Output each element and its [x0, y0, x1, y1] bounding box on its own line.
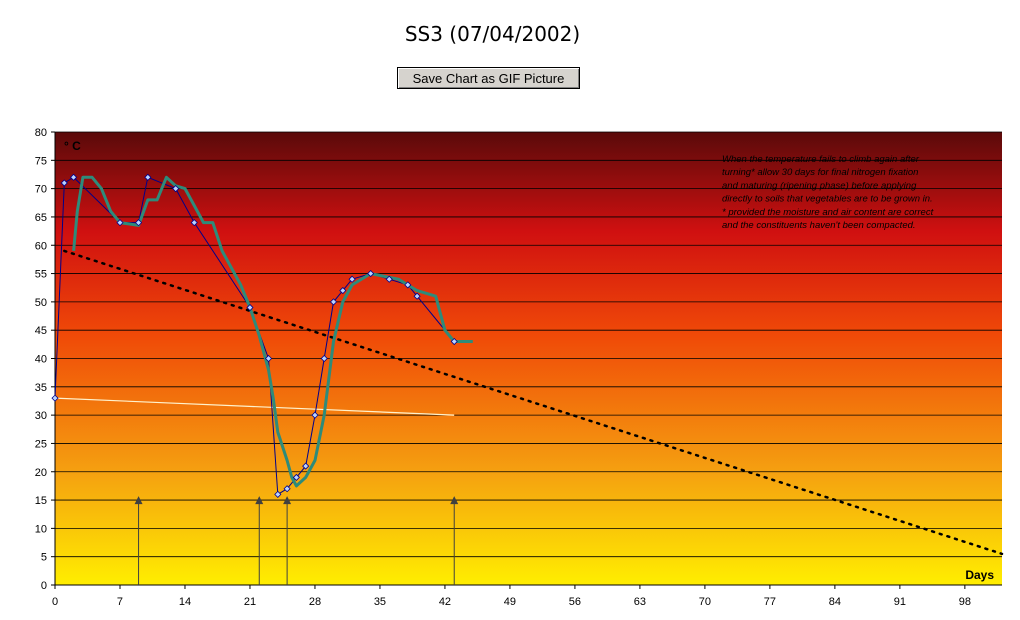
y-tick-label: 25 — [35, 438, 47, 450]
x-tick-label: 7 — [117, 596, 123, 608]
save-chart-button[interactable]: Save Chart as GIF Picture — [397, 67, 580, 89]
y-tick-label: 30 — [35, 410, 47, 422]
x-tick-label: 91 — [894, 596, 906, 608]
turning-marker-arrow — [283, 496, 292, 505]
annotation-line: directly to soils that vegetables are to… — [722, 194, 933, 205]
data-point — [320, 354, 328, 363]
turning-marker-arrow — [134, 496, 143, 505]
y-tick-label: 75 — [35, 155, 47, 167]
x-tick-label: 49 — [504, 596, 516, 608]
data-point — [292, 473, 300, 481]
x-tick-label: 63 — [634, 596, 646, 608]
y-tick-label: 60 — [35, 240, 47, 252]
axes: 0 5 10 15 20 25 30 35 40 45 50 55 60 65 70 75 80 0 7 14 21 28… — [35, 127, 1002, 608]
y-tick-label: 40 — [35, 354, 47, 366]
y-tick-label: 0 — [41, 580, 47, 592]
data-point — [283, 485, 291, 493]
x-axis-label: Days — [965, 568, 994, 582]
turning-marker-arrow — [255, 496, 264, 505]
data-point — [246, 303, 254, 312]
x-tick-label: 35 — [374, 596, 386, 608]
turning-markers — [134, 496, 459, 585]
annotation-line: and the constituents haven't been compac… — [722, 220, 916, 231]
y-tick-label: 20 — [35, 467, 47, 479]
turning-marker-arrow — [450, 496, 459, 505]
data-point — [450, 337, 458, 346]
data-point — [172, 185, 180, 193]
y-tick-label: 5 — [41, 552, 47, 564]
data-point — [51, 394, 59, 402]
x-tick-label: 0 — [52, 596, 58, 608]
y-tick-label: 35 — [35, 382, 47, 394]
data-point — [367, 269, 375, 278]
x-tick-label: 28 — [309, 596, 321, 608]
annotation-note: When the temperature fails to climb agai… — [722, 154, 934, 231]
x-tick-label: 70 — [699, 596, 711, 608]
data-point — [311, 411, 319, 419]
data-point — [144, 173, 152, 181]
y-tick-label: 80 — [35, 127, 47, 139]
y-tick-label: 55 — [35, 269, 47, 281]
y-tick-label: 45 — [35, 325, 47, 337]
data-point — [60, 179, 68, 187]
annotation-line: * provided the moisture and air content … — [722, 207, 934, 218]
data-point — [190, 219, 198, 227]
x-tick-label: 14 — [179, 596, 191, 608]
data-point — [404, 281, 412, 289]
x-tick-label: 42 — [439, 596, 451, 608]
data-point — [70, 173, 78, 181]
data-point — [385, 275, 393, 283]
chart-title: SS3 (07/04/2002) — [404, 22, 581, 46]
data-point — [339, 286, 347, 295]
x-tick-label: 21 — [244, 596, 256, 608]
y-tick-label: 50 — [35, 297, 47, 309]
data-point — [134, 219, 143, 227]
y-axis-label: ° C — [64, 139, 81, 153]
y-tick-label: 65 — [35, 212, 47, 224]
x-tick-label: 98 — [959, 596, 971, 608]
annotation-line: turning* allow 30 days for final nitroge… — [722, 167, 918, 178]
data-point — [264, 354, 273, 363]
x-tick-label: 77 — [764, 596, 776, 608]
annotation-line: and maturing (ripening phase) before app… — [722, 180, 917, 191]
data-point — [348, 275, 356, 283]
y-tick-label: 15 — [35, 495, 47, 507]
data-point — [274, 490, 282, 498]
series-line — [72, 175, 473, 488]
annotation-line: When the temperature fails to climb agai… — [722, 154, 920, 165]
data-point — [116, 219, 124, 227]
x-tick-label: 84 — [829, 596, 841, 608]
series-layer — [51, 173, 1004, 556]
data-point — [329, 298, 338, 306]
x-tick-label: 56 — [569, 596, 581, 608]
y-tick-label: 70 — [35, 184, 47, 196]
data-point — [302, 462, 310, 470]
y-tick-label: 10 — [35, 523, 47, 535]
gridlines — [55, 131, 1002, 558]
series-line — [54, 397, 455, 416]
data-point — [413, 292, 421, 300]
